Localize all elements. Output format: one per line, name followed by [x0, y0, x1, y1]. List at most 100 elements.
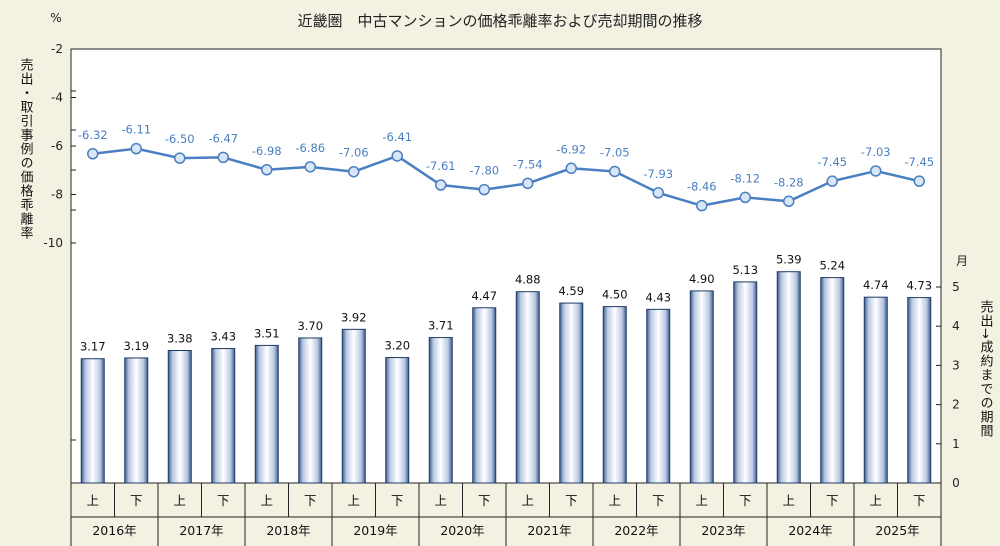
line-point [217, 151, 229, 164]
bar-value-label: 3.43 [210, 330, 236, 344]
line-point [826, 175, 838, 187]
line-value-label: -7.05 [600, 145, 630, 159]
bar [298, 337, 323, 484]
bar [124, 357, 149, 484]
half-label: 上 [173, 493, 186, 508]
bar-value-label: 4.47 [471, 289, 497, 303]
bar [80, 358, 105, 484]
bar-series: 3.17 3.19 3.38 3.43 3.51 3.70 3.92 3.20 3.71 4.47… [80, 253, 932, 484]
half-label: 下 [478, 493, 491, 508]
line-value-label: -7.45 [817, 155, 847, 169]
bar-value-label: 4.43 [645, 290, 671, 304]
bar-value-label: 3.20 [384, 339, 410, 353]
left-axis-unit: % [50, 11, 61, 25]
year-label: 2021年 [527, 523, 571, 538]
line-value-label: -8.12 [730, 171, 760, 185]
line-value-label: -6.86 [295, 141, 325, 155]
half-label: 上 [782, 493, 795, 508]
line-value-label: -7.45 [904, 155, 934, 169]
bar [733, 281, 758, 484]
bar [167, 350, 192, 484]
right-tick-label: 1 [952, 437, 960, 451]
year-label: 2017年 [179, 523, 223, 538]
half-label: 下 [391, 493, 404, 508]
bar-value-label: 3.71 [428, 319, 454, 333]
line-value-label: -7.93 [643, 167, 673, 181]
bar [820, 277, 845, 484]
right-tick-label: 5 [952, 280, 960, 294]
line-point [652, 187, 664, 199]
line-value-label: -6.11 [121, 123, 151, 137]
line-path [92, 147, 920, 207]
line-value-label: -6.32 [78, 128, 108, 142]
line-point [435, 179, 447, 191]
half-label: 上 [695, 493, 708, 508]
bar-value-label: 5.13 [732, 263, 758, 277]
half-label: 上 [434, 493, 447, 508]
right-axis-label: 売出→成約までの期間 [978, 299, 994, 438]
line-point [609, 165, 621, 178]
line-value-label: -7.61 [426, 159, 456, 173]
bar [472, 307, 497, 484]
left-tick-label: -8 [51, 188, 63, 202]
left-axis-ticks: -2 -4 -6 -8 -10 [43, 42, 76, 250]
line-point [522, 177, 534, 190]
line-value-label: -7.06 [339, 146, 369, 160]
plot-area [70, 48, 942, 484]
bar-value-label: 5.24 [819, 259, 845, 273]
half-label: 下 [652, 493, 665, 508]
half-label: 下 [913, 493, 926, 508]
bar [211, 348, 236, 484]
year-label: 2020年 [440, 523, 484, 538]
half-label: 下 [304, 493, 317, 508]
line-value-label: -6.47 [208, 131, 238, 145]
half-label: 下 [565, 493, 578, 508]
half-label: 上 [347, 493, 360, 508]
line-point [130, 142, 142, 155]
bar-value-label: 4.50 [602, 288, 628, 302]
right-axis-unit: 月 [956, 254, 968, 268]
line-point [174, 152, 186, 164]
year-label: 2018年 [266, 523, 310, 538]
line-point [783, 195, 795, 208]
line-point [565, 162, 577, 175]
bar [515, 291, 540, 484]
bar-value-label: 3.51 [254, 326, 280, 340]
half-label: 上 [608, 493, 621, 508]
line-point [870, 165, 882, 177]
half-label: 下 [217, 493, 230, 508]
line-point [696, 199, 708, 212]
bar [689, 290, 714, 484]
line-value-label: -8.28 [774, 175, 804, 189]
bar [254, 344, 279, 484]
left-tick-label: -6 [51, 139, 63, 153]
bar-value-label: 3.92 [341, 310, 367, 324]
line-value-label: -6.50 [165, 132, 195, 146]
line-value-label: -8.46 [687, 180, 717, 194]
line-value-label: -7.80 [469, 164, 499, 178]
line-point [348, 165, 360, 178]
bar [428, 337, 453, 484]
line-point [304, 161, 316, 173]
bar-value-label: 3.17 [80, 340, 106, 354]
left-tick-label: -2 [51, 42, 63, 56]
line-point [87, 148, 99, 160]
year-label: 2023年 [701, 523, 745, 538]
year-label: 2016年 [92, 523, 136, 538]
bar-value-label: 4.88 [515, 273, 541, 287]
bar [863, 296, 888, 484]
half-label: 上 [86, 493, 99, 508]
bar [385, 357, 410, 484]
right-axis-ticks: 0 1 2 3 4 5 [71, 90, 960, 490]
bar-value-label: 3.38 [167, 332, 193, 346]
year-label: 2019年 [353, 523, 397, 538]
line-point [261, 164, 273, 176]
line-point [478, 183, 490, 196]
right-tick-label: 2 [952, 398, 960, 412]
right-tick-label: 0 [952, 476, 960, 490]
line-point [739, 191, 751, 204]
left-axis-label: 売出・取引事例の価格乖離率 [18, 57, 34, 240]
half-label: 下 [130, 493, 143, 508]
half-label: 上 [260, 493, 273, 508]
